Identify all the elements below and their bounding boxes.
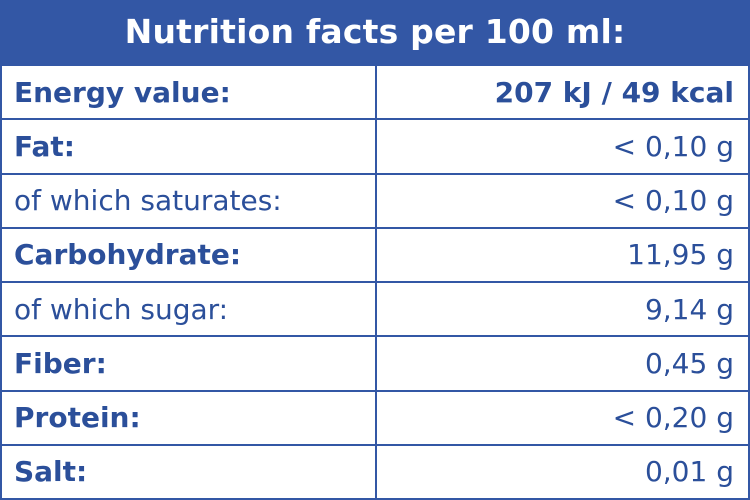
row-label: Protein: bbox=[2, 391, 377, 444]
row-value: < 0,10 g bbox=[612, 129, 734, 163]
table-row-saturates: of which saturates: < 0,10 g bbox=[2, 172, 748, 227]
row-label: Fat: bbox=[2, 120, 377, 173]
row-label: Energy value: bbox=[2, 66, 377, 119]
row-label: of which saturates: bbox=[2, 174, 377, 227]
table-row-fiber: Fiber: 0,45 g bbox=[2, 335, 748, 390]
row-value: < 0,20 g bbox=[612, 401, 734, 435]
table-row-carbohydrate: Carbohydrate: 11,95 g bbox=[2, 226, 748, 281]
row-value: 0,45 g bbox=[644, 346, 734, 380]
row-value: 9,14 g bbox=[644, 292, 734, 326]
table-row-protein: Protein: < 0,20 g bbox=[2, 389, 748, 444]
row-value: < 0,10 g bbox=[612, 184, 734, 218]
table-row-energy: Energy value: 207 kJ / 49 kcal bbox=[2, 64, 748, 119]
row-label: Salt: bbox=[2, 445, 377, 498]
row-value: 207 kJ / 49 kcal bbox=[494, 75, 734, 109]
table-title: Nutrition facts per 100 ml: bbox=[0, 0, 750, 64]
row-label: of which sugar: bbox=[2, 283, 377, 336]
row-value: 0,01 g bbox=[644, 455, 734, 489]
table-row-sugar: of which sugar: 9,14 g bbox=[2, 281, 748, 336]
table-row-salt: Salt: 0,01 g bbox=[2, 443, 748, 498]
table-row-fat: Fat: < 0,10 g bbox=[2, 118, 748, 173]
row-label: Carbohydrate: bbox=[2, 228, 377, 281]
row-value: 11,95 g bbox=[627, 238, 734, 272]
row-label: Fiber: bbox=[2, 337, 377, 390]
nutrition-rows: Energy value: 207 kJ / 49 kcal Fat: < 0,… bbox=[0, 64, 750, 500]
